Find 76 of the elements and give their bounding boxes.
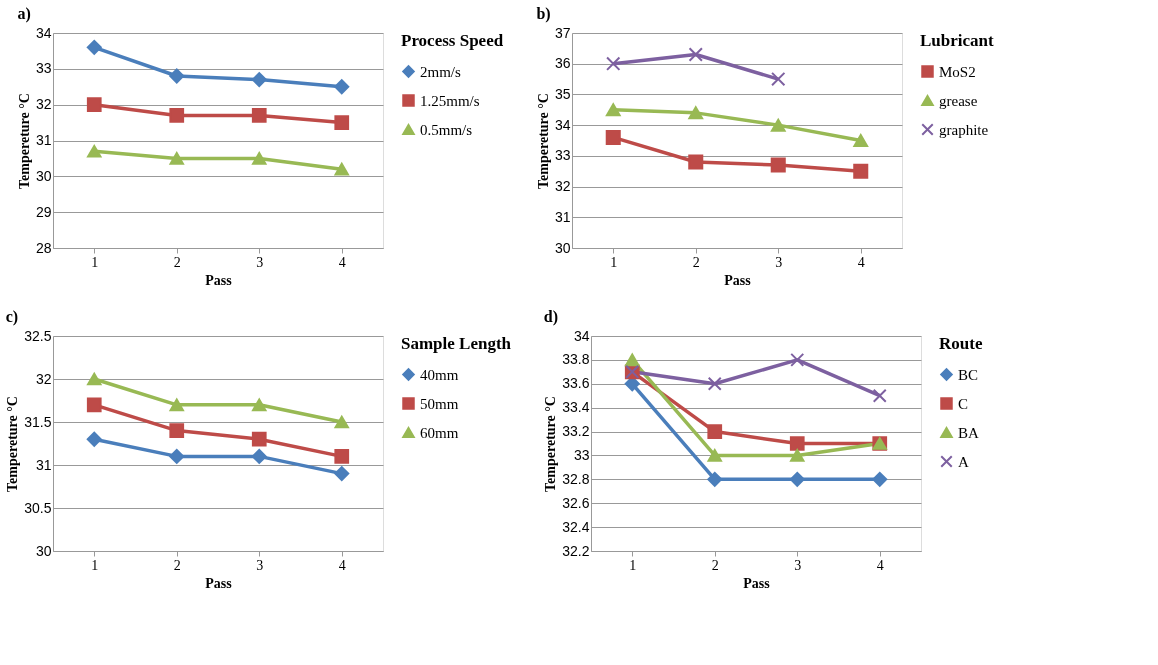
legend-label: C [958,395,969,412]
y-tick-label: 32.8 [562,470,590,487]
legend-label: graphite [939,121,989,138]
y-tick-label: 34 [573,327,590,344]
legend-label: 1.25mm/s [420,92,480,109]
y-tick-label: 32.4 [562,518,590,535]
legend-title: Route [939,334,983,353]
y-tick-label: 31 [554,208,571,225]
legend-label: 50mm [420,395,459,412]
y-tick-label: 36 [554,55,571,72]
chart-title: b) [536,5,551,23]
chart-title: a) [17,5,31,23]
y-tick-label: 30 [35,167,52,184]
y-tick-label: 35 [554,85,571,102]
x-tick-label: 4 [876,557,884,573]
legend-label: 0.5mm/s [420,121,473,138]
x-tick-label: 3 [775,254,783,270]
y-tick-label: 31.5 [24,413,52,430]
y-tick-label: 33 [554,147,571,164]
y-tick-label: 34 [35,24,52,41]
legend-label: BA [958,424,979,441]
y-tick-label: 33.4 [562,399,590,416]
x-tick-label: 4 [338,557,346,573]
y-tick-label: 33 [35,60,52,77]
chart-title: c) [5,308,19,326]
x-tick-label: 4 [857,254,865,270]
x-tick-label: 1 [629,557,637,573]
y-tick-label: 33.6 [562,375,590,392]
legend-title: Lubricant [920,31,995,50]
x-tick-label: 2 [173,557,181,573]
y-tick-label: 32 [35,370,52,387]
y-tick-label: 37 [554,24,571,41]
legend-label: 60mm [420,424,459,441]
y-axis-title: Tempereture °C [535,93,551,189]
x-tick-label: 3 [794,557,802,573]
y-tick-label: 30.5 [24,499,52,516]
x-tick-label: 1 [91,254,99,270]
legend-label: grease [939,92,978,109]
x-tick-label: 3 [256,557,264,573]
legend-label: 40mm [420,366,459,383]
y-tick-label: 32.5 [24,327,52,344]
y-tick-label: 33.8 [562,351,590,368]
legend-label: BC [958,366,979,383]
y-tick-label: 30 [554,239,571,256]
y-tick-label: 34 [554,116,571,133]
legend-label: 2mm/s [420,63,461,80]
y-axis-title: Tempereture °C [543,396,559,492]
x-axis-title: Pass [205,272,233,288]
x-axis-title: Pass [724,272,752,288]
x-tick-label: 2 [711,557,719,573]
y-axis-title: Tempereture °C [5,396,21,492]
y-tick-label: 29 [35,203,52,220]
y-axis-title: Tempereture °C [16,93,32,189]
y-tick-label: 32 [35,96,52,113]
y-tick-label: 28 [35,239,52,256]
x-tick-label: 1 [91,557,99,573]
legend-label: A [958,453,969,470]
x-tick-label: 4 [338,254,346,270]
y-tick-label: 32.6 [562,494,590,511]
y-tick-label: 30 [35,542,52,559]
x-axis-title: Pass [743,575,771,591]
x-tick-label: 1 [610,254,618,270]
y-tick-label: 31 [35,456,52,473]
legend-title: Process Speed [401,31,504,50]
y-tick-label: 32.2 [562,542,590,559]
x-tick-label: 3 [256,254,264,270]
legend-title: Sample Length [401,334,512,353]
x-axis-title: Pass [205,575,233,591]
legend-label: MoS2 [939,63,976,80]
chart-title: d) [543,308,558,326]
y-tick-label: 31 [35,132,52,148]
y-tick-label: 33 [573,446,590,463]
x-tick-label: 2 [692,254,700,270]
x-tick-label: 2 [173,254,181,270]
y-tick-label: 32 [554,178,571,195]
y-tick-label: 33.2 [562,423,590,440]
